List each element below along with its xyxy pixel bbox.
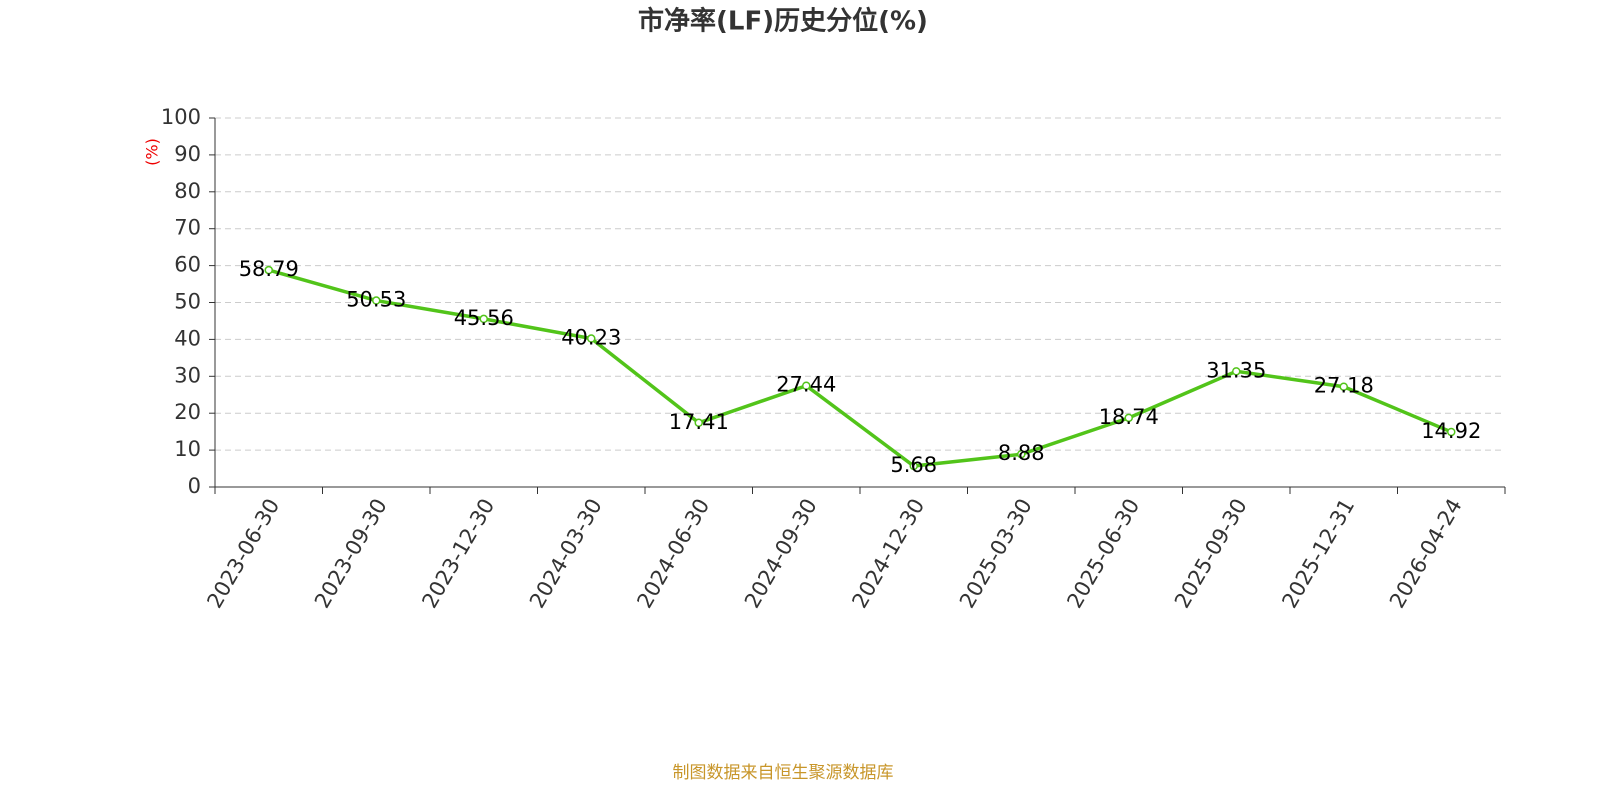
- x-tick-label: 2024-12-30: [847, 495, 929, 613]
- x-tick-label: 2025-12-31: [1277, 495, 1359, 613]
- chart-title: 市净率(LF)历史分位(%): [638, 6, 928, 37]
- x-tick-label: 2023-09-30: [310, 495, 392, 613]
- y-tick-label: 70: [174, 216, 201, 240]
- point: [587, 334, 596, 343]
- x-tick-label: 2025-03-30: [955, 495, 1037, 613]
- point: [264, 265, 273, 275]
- point: [479, 314, 488, 324]
- data-label: 50.53: [346, 288, 406, 312]
- point: [1232, 367, 1241, 376]
- x-tick-label: 2026-04-24: [1385, 495, 1467, 613]
- data-label: 40.23: [561, 326, 621, 350]
- x-tick-label: 2023-12-30: [417, 495, 499, 613]
- point: [1339, 382, 1348, 391]
- data-label: 31.35: [1206, 358, 1266, 382]
- y-tick-label: 20: [174, 400, 201, 424]
- point: [909, 461, 918, 471]
- point: [802, 381, 811, 390]
- source-note: 制图数据来自恒生聚源数据库: [673, 763, 894, 783]
- data-label: 27.44: [776, 373, 836, 397]
- x-tick-label: 2025-09-30: [1170, 495, 1252, 613]
- data-label: 14.92: [1421, 419, 1481, 443]
- y-tick-label: 100: [161, 105, 201, 129]
- data-label: 17.41: [669, 410, 729, 434]
- y-tick-label: 30: [174, 363, 201, 387]
- point: [694, 418, 703, 428]
- data-label: 8.88: [998, 441, 1045, 465]
- y-tick-label: 40: [174, 326, 201, 350]
- line-series: [268, 268, 1452, 468]
- point: [1447, 427, 1456, 437]
- y-tick-label: 0: [188, 474, 201, 498]
- data-label: 5.68: [890, 453, 937, 477]
- point: [1017, 449, 1026, 459]
- x-tick-label: 2024-09-30: [740, 495, 822, 613]
- y-tick-label: 50: [174, 290, 201, 314]
- y-tick-label: 10: [174, 437, 201, 461]
- y-tick-label: 90: [174, 142, 201, 166]
- point: [1124, 413, 1133, 423]
- x-tick-label: 2025-06-30: [1062, 495, 1144, 613]
- data-label: 45.56: [454, 306, 514, 330]
- data-label: 18.74: [1099, 405, 1159, 429]
- data-label: 58.79: [239, 257, 299, 281]
- y-axis-label: (%): [143, 138, 162, 166]
- x-tick-label: 2024-03-30: [525, 495, 607, 613]
- data-label: 27.18: [1314, 374, 1374, 398]
- y-tick-label: 60: [174, 253, 201, 277]
- x-tick-label: 2024-06-30: [632, 495, 714, 613]
- point: [372, 296, 381, 305]
- y-tick-label: 80: [174, 179, 201, 203]
- x-tick-label: 2023-06-30: [202, 495, 284, 613]
